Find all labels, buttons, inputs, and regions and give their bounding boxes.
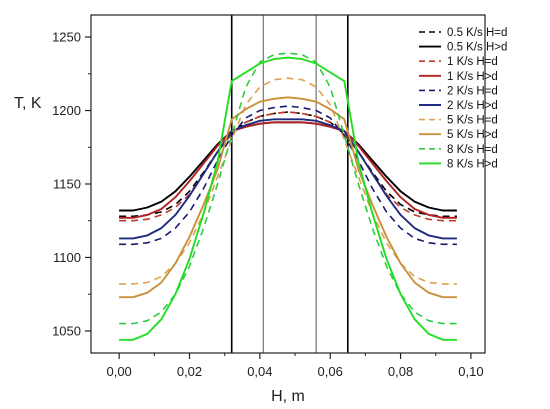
y-tick-label: 1200 [52, 103, 81, 118]
legend-label: 5 K/s H=d [447, 115, 498, 127]
legend-label: 1 K/s H=d [447, 56, 498, 68]
legend-label: 2 K/s H=d [447, 85, 498, 97]
series-layer [119, 52, 457, 341]
x-tick-label: 0,04 [247, 364, 272, 379]
y-axis-ticks: 1050 1100 1150 1200 1250 [52, 30, 91, 338]
series-line-10 [119, 56, 457, 341]
legend-label: 8 K/s H=d [447, 144, 498, 156]
x-tick-label: 0,06 [318, 364, 343, 379]
series-line-1 [119, 111, 457, 218]
x-tick-label: 0,02 [177, 364, 202, 379]
legend-label: 5 K/s H>d [447, 129, 498, 141]
legend-label: 0.5 K/s H>d [447, 42, 507, 54]
legend-label: 0.5 K/s H=d [447, 27, 507, 39]
series-line-4 [119, 121, 457, 219]
series-line-5 [119, 105, 457, 246]
y-tick-label: 1100 [53, 250, 81, 265]
vertical-reference-lines [230, 15, 349, 353]
y-tick-label: 1150 [53, 177, 81, 192]
x-tick-label: 0,00 [106, 364, 131, 379]
legend-label: 8 K/s H>d [447, 158, 498, 170]
x-axis-label: H, m [271, 388, 305, 405]
legend: 0.5 K/s H=d 0.5 K/s H>d 1 K/s H=d 1 K/s H>d… [419, 27, 507, 170]
x-tick-label: 0,08 [388, 364, 413, 379]
y-axis-label: T, K [14, 95, 42, 112]
legend-label: 1 K/s H>d [447, 71, 498, 83]
series-line-8 [119, 96, 457, 299]
legend-label: 2 K/s H>d [447, 100, 498, 112]
y-tick-label: 1250 [52, 30, 81, 45]
y-tick-label: 1050 [52, 323, 81, 338]
x-tick-label: 0,10 [458, 364, 483, 379]
x-axis-ticks: 0,00 0,02 0,04 0,06 0,08 0,10 [106, 353, 484, 379]
series-line-6 [119, 118, 457, 240]
